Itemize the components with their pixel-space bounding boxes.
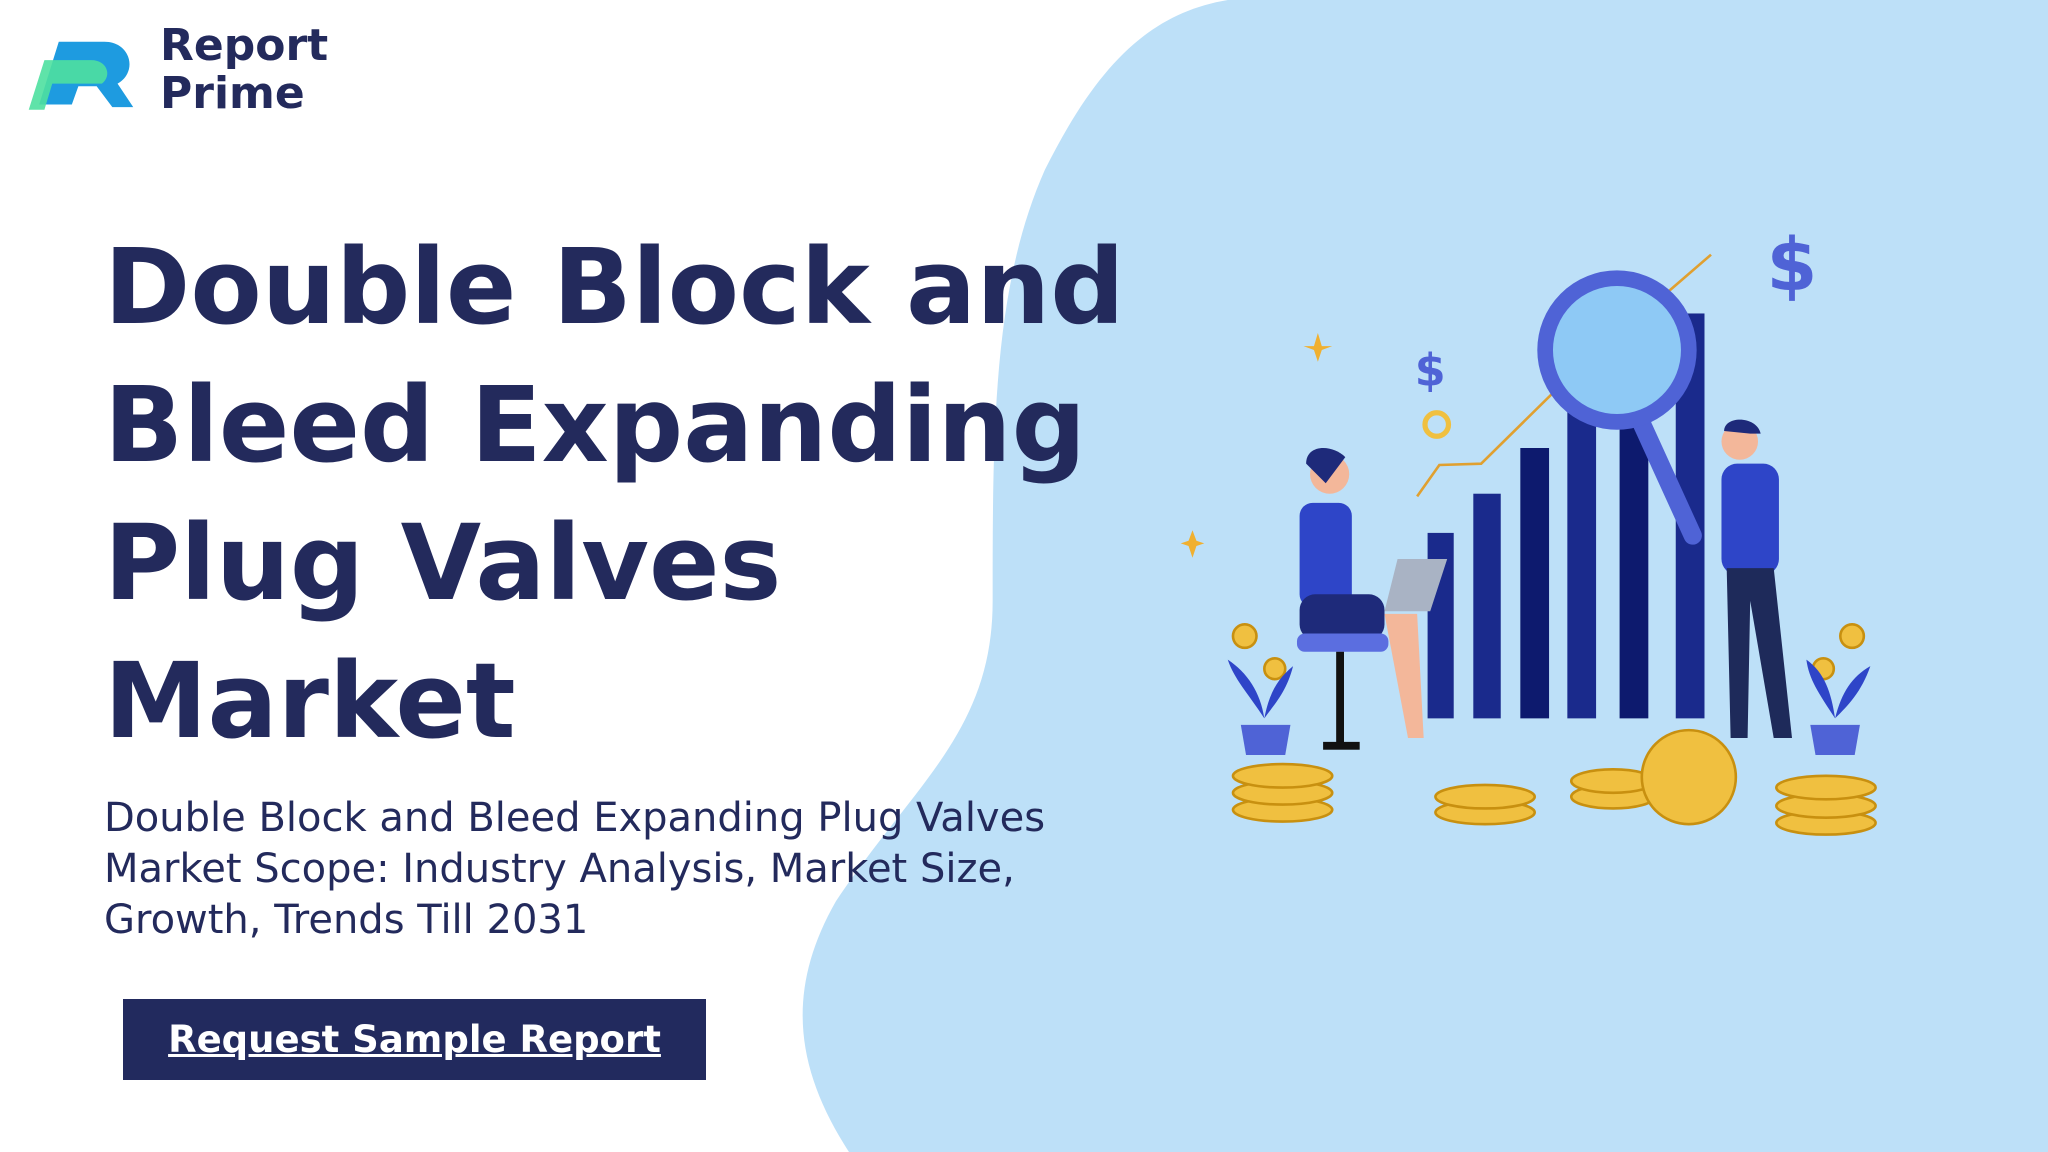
subtitle-line: Market Scope: Industry Analysis, Market …	[104, 846, 1015, 892]
title-line: Plug Valves	[104, 502, 782, 624]
subtitle-line: Growth, Trends Till 2031	[104, 897, 589, 943]
title: Double Block and Bleed Expanding Plug Valv…	[104, 218, 1125, 770]
title-line: Bleed Expanding	[104, 364, 1087, 486]
logo-text: Prime	[160, 68, 305, 119]
request-sample-button[interactable]: Request Sample Report	[123, 999, 706, 1080]
title-line: Market	[104, 640, 516, 762]
title-line: Double Block and	[104, 226, 1125, 348]
logo-text: Report	[160, 20, 329, 71]
svg-text:$: $	[1415, 345, 1446, 396]
subtitle: Double Block and Bleed Expanding Plug Va…	[104, 793, 1045, 946]
svg-text:$: $	[1767, 223, 1818, 308]
illustration: $ $	[1180, 223, 1877, 836]
logo-mark	[28, 41, 134, 110]
subtitle-line: Double Block and Bleed Expanding Plug Va…	[104, 795, 1046, 841]
